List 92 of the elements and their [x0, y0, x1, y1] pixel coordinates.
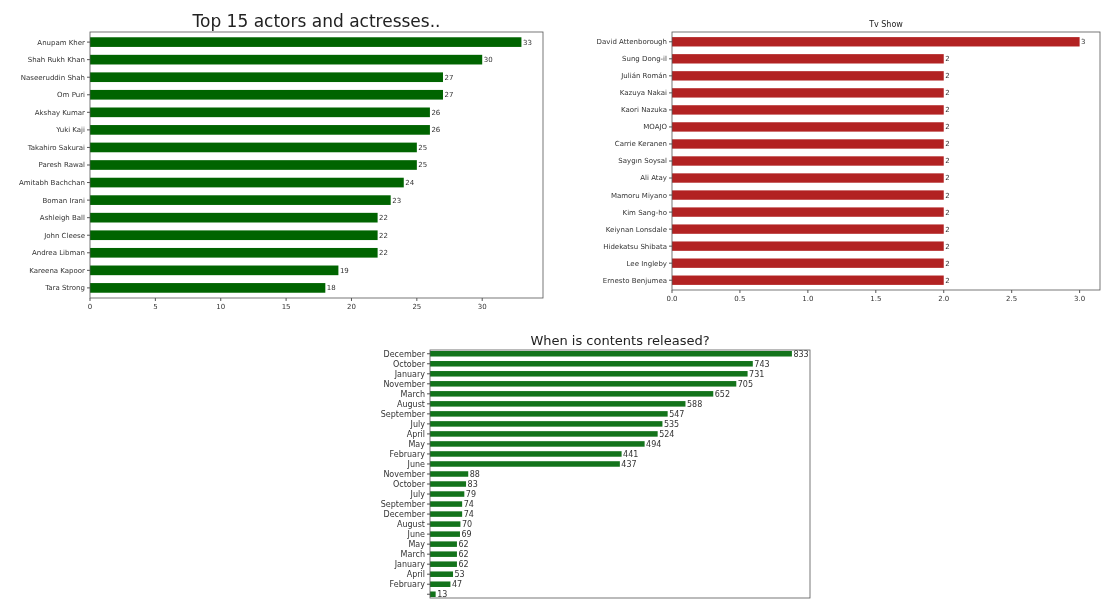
- y-tick-label: July: [409, 489, 426, 499]
- bar: [430, 551, 457, 557]
- y-tick-label: February: [389, 449, 426, 459]
- y-tick-label: July: [409, 419, 426, 429]
- data-label: 731: [749, 369, 765, 379]
- bar: [430, 571, 454, 577]
- bar: [430, 481, 467, 487]
- bar: [430, 391, 714, 397]
- data-label: 833: [793, 349, 809, 359]
- data-label: 74: [463, 499, 474, 509]
- bar: [430, 401, 686, 407]
- bar: [430, 411, 668, 417]
- data-label: 69: [461, 529, 472, 539]
- bar: [430, 581, 451, 587]
- data-label: 535: [663, 419, 680, 429]
- chart-title: When is contents released?: [530, 333, 710, 348]
- data-label: 70: [461, 519, 473, 529]
- y-tick-label: May: [408, 439, 426, 449]
- bar: [90, 212, 378, 223]
- data-label: 53: [454, 570, 465, 579]
- data-label: 588: [686, 399, 703, 409]
- data-label: 437: [621, 459, 637, 469]
- bar: [430, 421, 663, 427]
- y-tick-label: April: [406, 570, 425, 579]
- bar: [430, 471, 469, 477]
- data-label: 547: [669, 409, 685, 419]
- bar: [430, 501, 463, 507]
- y-tick-label: October: [392, 359, 426, 369]
- data-label: 743: [754, 359, 770, 369]
- bar: [90, 230, 378, 241]
- bar: [430, 371, 748, 377]
- bar: [430, 361, 753, 367]
- bar: [430, 561, 457, 567]
- data-label: 47: [451, 580, 463, 590]
- bar: [90, 89, 443, 100]
- data-label: 79: [465, 489, 477, 499]
- bar: [430, 381, 737, 387]
- data-label: 83: [467, 479, 478, 489]
- chart-title: Top 15 actors and actresses..: [191, 11, 441, 31]
- bar: [90, 195, 391, 205]
- data-label: 62: [458, 549, 469, 559]
- bar: [430, 511, 463, 517]
- data-label: 13: [437, 590, 448, 599]
- data-label: 74: [463, 509, 474, 519]
- data-label: 441: [623, 449, 639, 459]
- bar: [90, 160, 417, 170]
- bar: [430, 351, 792, 357]
- y-tick-label: June: [406, 529, 426, 539]
- bar: [90, 125, 430, 135]
- bar: [430, 461, 620, 467]
- bar: [430, 591, 436, 597]
- y-tick-label: November: [383, 379, 426, 389]
- data-label: 62: [458, 539, 469, 549]
- bar: [430, 491, 465, 497]
- bar: [430, 521, 461, 527]
- data-label: 494: [646, 439, 662, 449]
- y-tick-label: January: [393, 559, 426, 569]
- y-tick-label: September: [380, 409, 426, 419]
- data-label: 62: [458, 559, 469, 569]
- y-tick-label: March: [400, 389, 425, 399]
- bar: [90, 177, 404, 188]
- y-tick-label: December: [383, 349, 426, 359]
- data-label: 88: [469, 469, 480, 479]
- bar: [430, 451, 622, 457]
- bar: [90, 142, 417, 153]
- bar: [430, 531, 460, 537]
- data-label: 705: [737, 379, 754, 389]
- y-tick-label: May: [408, 539, 426, 549]
- bar: [90, 265, 339, 276]
- bar: [430, 441, 645, 447]
- bar: [90, 107, 430, 118]
- y-tick-label: August: [397, 519, 425, 529]
- y-tick-label: August: [397, 399, 425, 409]
- y-tick-label: February: [389, 580, 426, 590]
- y-tick-label: April: [406, 429, 425, 439]
- y-tick-label: June: [406, 459, 426, 469]
- y-tick-label: November: [383, 469, 426, 479]
- bar: [90, 247, 378, 258]
- y-tick-label: October: [392, 479, 426, 489]
- y-tick-label: March: [400, 549, 425, 559]
- bar: [90, 283, 326, 293]
- bar: [90, 72, 443, 83]
- data-label: 652: [714, 389, 731, 399]
- bar: [430, 541, 457, 547]
- y-tick-label: December: [383, 509, 426, 519]
- y-tick-label: January: [393, 369, 426, 379]
- bar: [90, 54, 483, 65]
- data-label: 524: [659, 429, 675, 439]
- bar: [90, 37, 522, 47]
- bar: [430, 431, 658, 437]
- y-tick-label: September: [380, 499, 426, 509]
- chart-title: Tv Show: [868, 20, 904, 29]
